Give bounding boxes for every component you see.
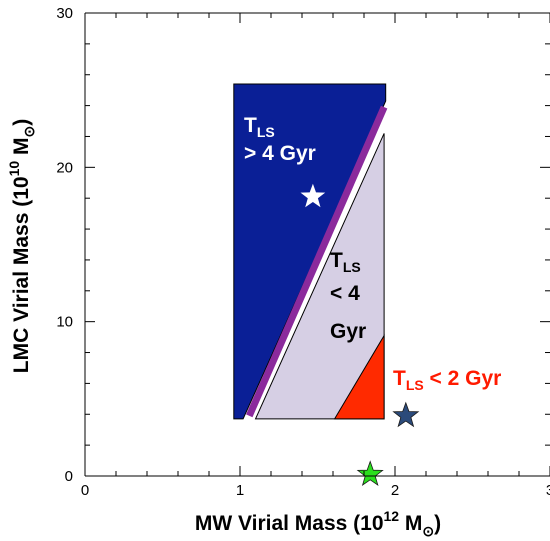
region-label-tls-gt-4: TLS > 4 Gyr — [244, 114, 316, 165]
boundary-line — [246, 105, 388, 418]
region-label-tls-lt-2: TLS < 2 Gyr — [393, 367, 501, 393]
region-tls-lt-2 — [333, 333, 385, 420]
region-label-tls-lt-4: TLS < 4 Gyr — [330, 249, 367, 343]
star-point-2 — [392, 401, 420, 428]
region-tls-gt-4 — [233, 83, 387, 420]
axes-layer — [84, 12, 550, 477]
x-tick-label: 2 — [391, 482, 399, 499]
y-tick-label: 30 — [56, 5, 73, 22]
ticks-layer: 01230102030 — [56, 5, 550, 499]
y-tick-label: 20 — [56, 159, 73, 176]
boundary-layer — [246, 105, 388, 418]
y-axis-title: LMC Virial Mass (1010 M⊙) — [6, 119, 37, 374]
star-point-1 — [300, 183, 326, 208]
y-tick-label: 10 — [56, 314, 73, 331]
x-tick-label: 3 — [546, 482, 550, 499]
x-tick-label: 0 — [81, 482, 89, 499]
x-axis-title: MW Virial Mass (1012 M⊙) — [195, 508, 441, 539]
star-point-3 — [356, 460, 384, 486]
regions-layer — [233, 83, 387, 420]
x-tick-label: 1 — [236, 482, 244, 499]
y-tick-label: 0 — [65, 468, 73, 485]
region-tls-lt-4 — [254, 133, 385, 420]
points-layer — [300, 183, 420, 486]
